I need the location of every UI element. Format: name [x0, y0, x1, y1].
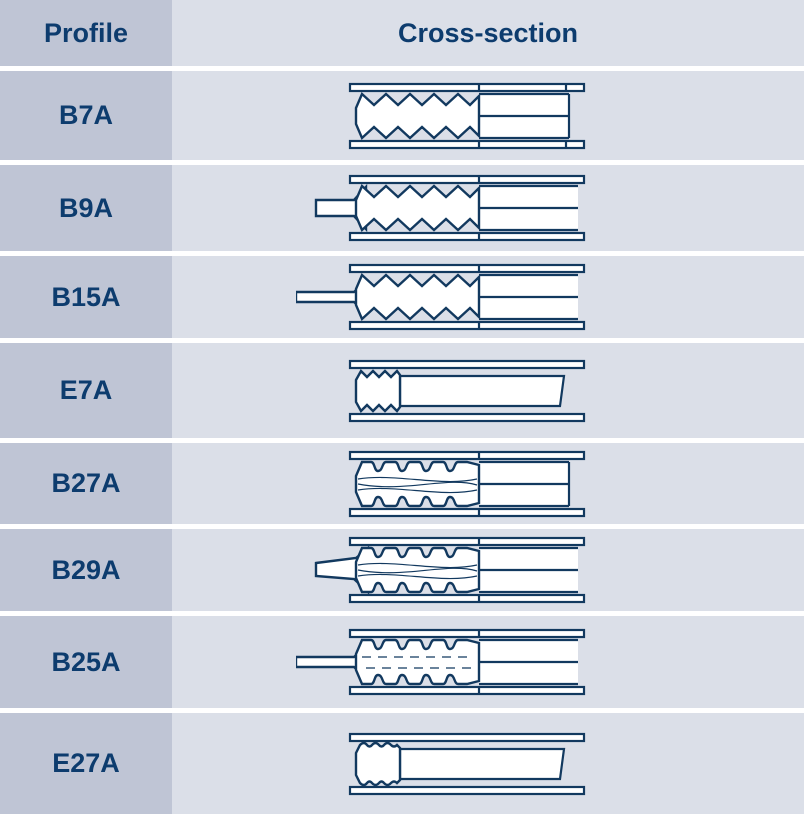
profile-label: B7A — [58, 100, 113, 130]
table-row: B27A — [0, 443, 804, 524]
table-row: E27A — [0, 713, 804, 814]
table-row: B29A — [0, 529, 804, 611]
profile-cell: B7A — [0, 71, 172, 160]
cross-section-cell — [172, 443, 804, 524]
profile-label: B27A — [51, 468, 121, 498]
profile-label: B9A — [58, 192, 113, 223]
cross-section-cell — [172, 343, 804, 438]
profile-label: B15A — [51, 281, 121, 312]
header-cell-cross-section: Cross-section — [172, 0, 804, 66]
profile-label: B29A — [51, 554, 121, 585]
cross-section-cell — [172, 71, 804, 160]
cross-section-b27a-drawing — [348, 450, 586, 517]
cross-section-b25a-drawing — [296, 628, 586, 696]
table-row: B15A — [0, 256, 804, 338]
profile-cell: E7A — [0, 343, 172, 438]
profile-cell: B15A — [0, 256, 172, 338]
header-label-cross-section: Cross-section — [397, 17, 579, 48]
cross-section-e7a-drawing — [348, 359, 586, 422]
cross-section-cell — [172, 713, 804, 814]
cross-section-e27a-drawing — [348, 732, 586, 795]
profile-label: E27A — [52, 748, 120, 778]
profile-cell: B9A — [0, 165, 172, 251]
profile-cell: B25A — [0, 616, 172, 708]
table-row: B7A — [0, 71, 804, 160]
profile-label: B25A — [51, 646, 121, 677]
cross-section-b7a-drawing — [348, 82, 586, 149]
table-row: B9A — [0, 165, 804, 251]
cross-section-b29a-drawing — [314, 536, 586, 604]
header-cell-profile: Profile — [0, 0, 172, 66]
profile-label: E7A — [59, 375, 113, 405]
cross-section-cell — [172, 529, 804, 611]
profile-cell: B29A — [0, 529, 172, 611]
table-row: B25A — [0, 616, 804, 708]
cross-section-b15a-drawing — [296, 263, 586, 331]
profile-cell: B27A — [0, 443, 172, 524]
profile-cell: E27A — [0, 713, 172, 814]
cross-section-cell — [172, 256, 804, 338]
table-row: E7A — [0, 343, 804, 438]
table-header-row: Profile Cross-section — [0, 0, 804, 66]
cross-section-b9a-drawing — [314, 174, 586, 242]
header-label-profile: Profile — [43, 17, 129, 48]
cross-section-cell — [172, 165, 804, 251]
cross-section-cell — [172, 616, 804, 708]
